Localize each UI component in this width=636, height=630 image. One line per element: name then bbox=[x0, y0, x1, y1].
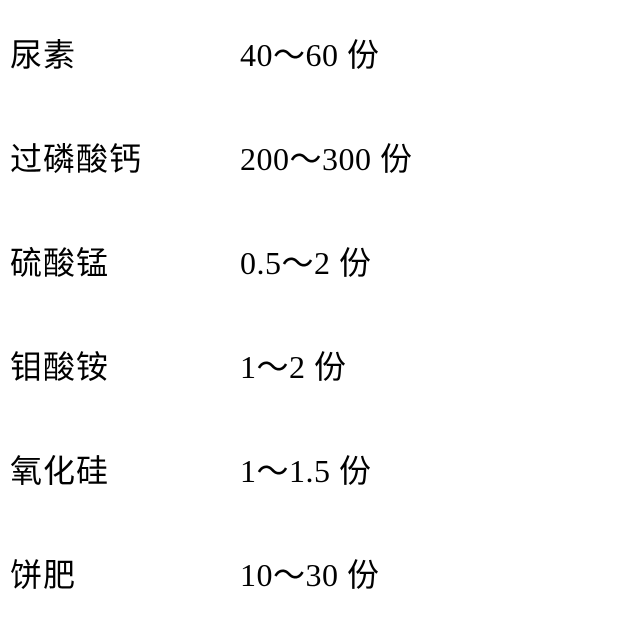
ingredient-label: 过磷酸钙 bbox=[10, 134, 240, 180]
amount-value: 1～2 份 bbox=[240, 342, 347, 388]
ingredient-label: 饼肥 bbox=[10, 550, 240, 596]
ingredient-label: 硫酸锰 bbox=[10, 238, 240, 284]
amount-value: 200～300 份 bbox=[240, 134, 413, 180]
amount-value: 10～30 份 bbox=[240, 550, 380, 596]
table-row: 尿素 40～60 份 bbox=[10, 30, 606, 76]
amount-value: 1～1.5 份 bbox=[240, 446, 372, 492]
table-row: 钼酸铵 1～2 份 bbox=[10, 342, 606, 388]
amount-value: 0.5～2 份 bbox=[240, 238, 372, 284]
ingredient-label: 尿素 bbox=[10, 30, 240, 76]
table-row: 氧化硅 1～1.5 份 bbox=[10, 446, 606, 492]
ingredient-table: 尿素 40～60 份 过磷酸钙 200～300 份 硫酸锰 0.5～2 份 钼酸… bbox=[0, 0, 636, 626]
ingredient-label: 钼酸铵 bbox=[10, 342, 240, 388]
table-row: 饼肥 10～30 份 bbox=[10, 550, 606, 596]
amount-value: 40～60 份 bbox=[240, 30, 380, 76]
ingredient-label: 氧化硅 bbox=[10, 446, 240, 492]
table-row: 硫酸锰 0.5～2 份 bbox=[10, 238, 606, 284]
table-row: 过磷酸钙 200～300 份 bbox=[10, 134, 606, 180]
